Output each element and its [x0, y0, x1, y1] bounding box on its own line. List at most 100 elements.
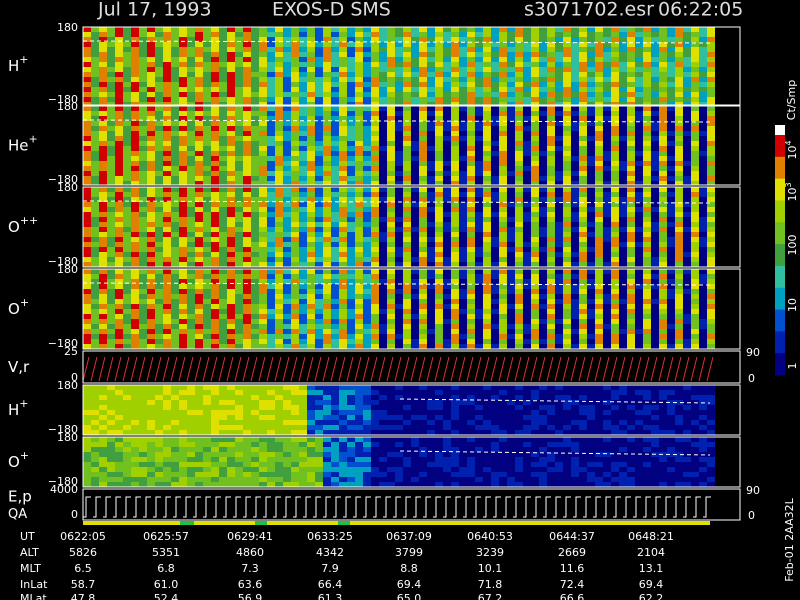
- spectrogram-cell: [555, 329, 563, 334]
- spectrogram-cell: [171, 222, 179, 227]
- spectrogram-cell: [211, 257, 219, 262]
- spectrogram-cell: [307, 217, 315, 222]
- spectrogram-cell: [619, 161, 627, 166]
- spectrogram-cell: [323, 92, 331, 97]
- spectrogram-cell: [275, 232, 283, 237]
- spectrogram-cell: [315, 334, 323, 339]
- spectrogram-cell: [635, 72, 643, 77]
- spectrogram-cell: [483, 37, 491, 42]
- spectrogram-cell: [451, 227, 459, 232]
- spectrogram-cell: [643, 324, 651, 329]
- spectrogram-cell: [675, 187, 683, 192]
- spectrogram-cell: [299, 161, 307, 166]
- spectrogram-cell: [147, 334, 155, 339]
- spectrogram-cell: [99, 197, 107, 202]
- spectrogram-cell: [307, 131, 315, 136]
- spectrogram-cell: [659, 329, 667, 334]
- spectrogram-cell: [339, 131, 347, 136]
- spectrogram-cell: [187, 187, 195, 192]
- spectrogram-cell: [443, 42, 451, 47]
- spectrogram-cell: [611, 161, 619, 166]
- spectrogram-cell: [387, 136, 395, 141]
- spectrogram-cell: [315, 151, 323, 156]
- spectrogram-cell: [531, 279, 539, 284]
- spectrogram-cell: [659, 284, 667, 289]
- spectrogram-cell: [347, 247, 355, 252]
- spectrogram-cell: [155, 121, 163, 126]
- spectrogram-cell: [163, 284, 171, 289]
- spectrogram-cell: [547, 207, 555, 212]
- spectrogram-cell: [595, 289, 603, 294]
- spectrogram-cell: [571, 27, 579, 32]
- spectrogram-cell: [499, 77, 507, 82]
- spectrogram-cell: [363, 156, 371, 161]
- spectrogram-cell: [515, 304, 523, 309]
- spectrogram-cell: [419, 161, 427, 166]
- spectrogram-cell: [187, 252, 195, 257]
- spectrogram-cell: [299, 232, 307, 237]
- spectrogram-cell: [643, 27, 651, 32]
- spectrogram-cell: [595, 294, 603, 299]
- spectrogram-cell: [515, 141, 523, 146]
- spectrogram-cell: [275, 111, 283, 116]
- spectrogram-cell: [435, 166, 443, 171]
- spectrogram-cell: [459, 181, 467, 185]
- spectrogram-cell: [339, 262, 347, 267]
- spectrogram-cell: [219, 269, 227, 274]
- spectrogram-cell: [235, 111, 243, 116]
- spectrogram-cell: [243, 344, 251, 349]
- spectrogram-cell: [451, 197, 459, 202]
- spectrogram-cell: [555, 319, 563, 324]
- spectrogram-cell: [219, 97, 227, 102]
- spectrogram-cell: [635, 257, 643, 262]
- spectrogram-cell: [411, 197, 419, 202]
- spectrogram-cell: [187, 82, 195, 87]
- spectrogram-cell: [563, 52, 571, 57]
- spectrogram-cell: [563, 329, 571, 334]
- spectrogram-cell: [707, 92, 715, 97]
- spectrogram-cell: [491, 121, 499, 126]
- spectrogram-cell: [355, 52, 363, 57]
- spectrogram-cell: [571, 192, 579, 197]
- spectrogram-cell: [371, 146, 379, 151]
- spectrogram-cell: [595, 304, 603, 309]
- spectrogram-cell: [115, 187, 123, 192]
- spectrogram-cell: [283, 111, 291, 116]
- spectrogram-cell: [579, 82, 587, 87]
- spectrogram-cell: [363, 294, 371, 299]
- spectrogram-cell: [307, 141, 315, 146]
- spectrogram-cell: [363, 111, 371, 116]
- spectrogram-cell: [411, 257, 419, 262]
- spectrogram-cell: [443, 156, 451, 161]
- spectrogram-cell: [395, 257, 403, 262]
- spectrogram-cell: [515, 102, 523, 105]
- spectrogram-cell: [643, 131, 651, 136]
- spectrogram-cell: [139, 334, 147, 339]
- spectrogram-cell: [283, 252, 291, 257]
- spectrogram-cell: [547, 92, 555, 97]
- spectrogram-cell: [619, 72, 627, 77]
- spectrogram-cell: [419, 151, 427, 156]
- spectrogram-cell: [283, 314, 291, 319]
- spectrogram-cell: [651, 131, 659, 136]
- spectrogram-cell: [523, 237, 531, 242]
- spectrogram-cell: [643, 52, 651, 57]
- spectrogram-cell: [539, 106, 547, 111]
- spectrogram-cell: [491, 222, 499, 227]
- spectrogram-cell: [659, 237, 667, 242]
- spectrogram-cell: [347, 222, 355, 227]
- spectrogram-cell: [243, 97, 251, 102]
- spectrogram-cell: [323, 304, 331, 309]
- spectrogram-cell: [275, 207, 283, 212]
- spectrogram-cell: [667, 146, 675, 151]
- spectrogram-cell: [387, 284, 395, 289]
- spectrogram-cell: [259, 156, 267, 161]
- spectrogram-cell: [683, 217, 691, 222]
- spectrogram-cell: [443, 202, 451, 207]
- spectrogram-cell: [627, 339, 635, 344]
- spectrogram-cell: [491, 67, 499, 72]
- spectrogram-cell: [259, 52, 267, 57]
- spectrogram-cell: [659, 87, 667, 92]
- spectrogram-cell: [555, 47, 563, 52]
- spectrogram-cell: [195, 181, 203, 185]
